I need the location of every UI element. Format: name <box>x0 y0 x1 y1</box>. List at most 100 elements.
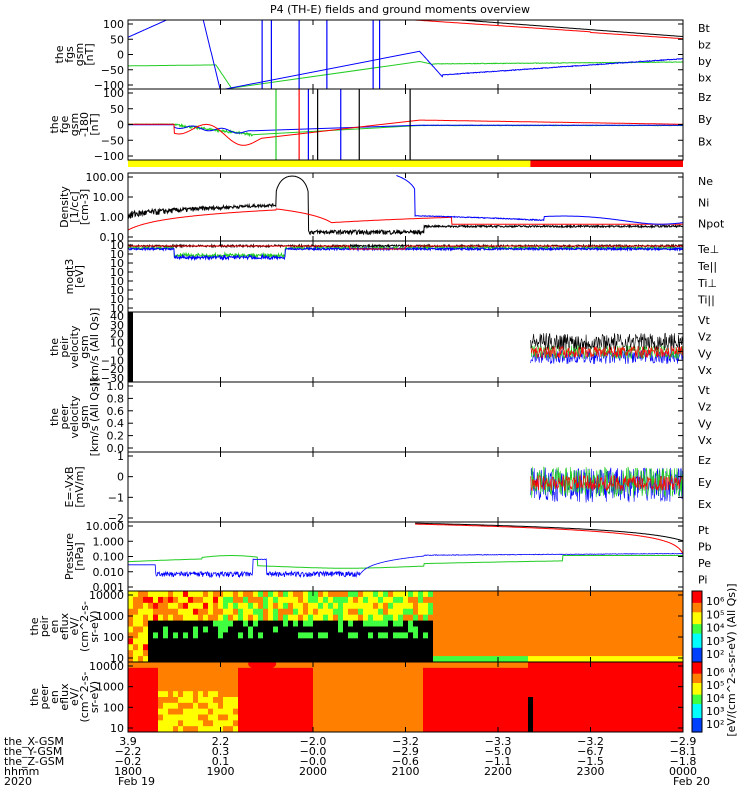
legend-entry: Pi <box>698 573 707 586</box>
legend-entry: Ne <box>698 175 713 188</box>
y-axis-label: [eV] <box>73 265 86 288</box>
x-tick-label: 2000 <box>299 765 327 778</box>
y-axis-label: sr-eV) <box>88 681 101 713</box>
y-axis-label: [km/s (All Qs)] <box>88 378 101 457</box>
y-axis-label: -180 <box>78 112 91 137</box>
y-axis-label: [mV/m] <box>73 466 86 507</box>
legend-entry: Npot <box>698 218 725 231</box>
peer-energy-spectrogram <box>128 662 683 732</box>
colorbar-tick-label: 10⁵ <box>706 608 724 621</box>
y-tick-label: 0.10 <box>100 231 125 244</box>
y-axis-label: peir <box>38 615 51 637</box>
y-tick-label: −50 <box>101 134 124 147</box>
x-axis-row-label: the_X-GSM <box>4 735 64 748</box>
spectrogram-feature <box>248 662 277 670</box>
y-tick-label: −1 <box>108 491 124 504</box>
y-tick-label: 10 <box>110 284 124 297</box>
series-bz <box>128 119 683 146</box>
y-axis-label: sr-eV) <box>88 610 101 642</box>
y-axis-label: the <box>48 115 61 133</box>
x-tick-label: −2.0 <box>300 735 327 748</box>
y-axis-label: moqt3 <box>63 259 76 295</box>
y-axis-label: peir <box>58 336 71 358</box>
colorbar-tick-label: 10³ <box>706 705 724 718</box>
x-axis-date: Feb 20 <box>673 775 710 788</box>
y-tick-label: 0.4 <box>107 417 125 430</box>
y-tick-label: 1.00 <box>100 211 125 224</box>
legend-entry: Te⊥ <box>697 243 719 256</box>
series-vt <box>530 332 683 352</box>
y-axis-label: the <box>48 338 61 356</box>
legend-entry: Vt <box>698 384 711 397</box>
x-tick-label: −2.9 <box>670 735 697 748</box>
y-tick-label: 0.100 <box>93 551 125 564</box>
x-tick-label: 0000 <box>669 765 697 778</box>
legend-entry: Bx <box>698 135 713 148</box>
series-pi <box>128 552 683 579</box>
y-axis-label: E=-VxB <box>63 466 76 507</box>
x-tick-label: −3.2 <box>577 735 604 748</box>
y-axis-label: gsm <box>78 405 91 428</box>
y-axis-label: the <box>48 408 61 426</box>
legend-entry: Vy <box>698 347 712 360</box>
y-tick-label: 0.001 <box>93 581 125 594</box>
y-tick-label: 0.0 <box>107 442 125 455</box>
x-tick-label: −2.9 <box>392 745 419 758</box>
x-tick-label: −6.7 <box>577 745 604 758</box>
y-tick-label: 0 <box>117 49 124 62</box>
series-bx <box>128 124 683 134</box>
y-tick-label: 10 <box>110 275 124 288</box>
y-axis-label: eflux <box>58 612 71 640</box>
y-axis-label: gsm <box>68 113 81 136</box>
colorbar-tick-label: 10² <box>706 648 724 661</box>
legend-entry: bz <box>698 38 711 51</box>
mode-bar-segment <box>530 160 683 167</box>
colorbar-tick-label: 10⁵ <box>706 679 724 692</box>
x-tick-label: 2.2 <box>212 735 230 748</box>
legend-entry: Te|| <box>697 260 717 273</box>
series-vz <box>530 345 683 359</box>
y-tick-label: 10 <box>110 722 124 735</box>
x-tick-label: −3.3 <box>485 735 512 748</box>
colorbar-label: [eV/(cm^2-s-sr-eV) (All Qs)] <box>725 583 738 736</box>
y-tick-label: 0.6 <box>107 405 125 418</box>
y-tick-label: −10 <box>101 354 124 367</box>
legend-entry: by <box>698 55 712 68</box>
y-axis-label: peer <box>38 684 51 710</box>
series-pe <box>128 555 683 569</box>
y-axis-label: [nPa] <box>73 542 86 570</box>
colorbar <box>691 590 703 663</box>
y-tick-label: −30 <box>101 372 124 385</box>
panel-frame-peer_v <box>127 381 684 453</box>
series-bz <box>415 20 683 40</box>
y-tick-label: 10 <box>110 257 124 270</box>
panel-frame-fge <box>127 88 684 161</box>
y-tick-label: 50 <box>110 33 124 46</box>
y-tick-label: 0.2 <box>107 430 125 443</box>
y-tick-label: 10 <box>110 652 124 665</box>
colorbar-tick-label: 10⁶ <box>706 666 725 679</box>
y-axis-label: fgs <box>63 46 76 63</box>
y-axis-label: Density <box>58 186 71 228</box>
y-tick-label: 10.00 <box>93 191 125 204</box>
series-bx <box>128 20 683 89</box>
legend-entry: bx <box>698 71 712 84</box>
colorbar-tick-label: 10³ <box>706 635 724 648</box>
y-tick-label: 10 <box>110 293 124 306</box>
y-tick-label: 10 <box>110 266 124 279</box>
y-axis-label: [nT] <box>88 113 101 135</box>
x-tick-label: −0.2 <box>115 755 142 768</box>
y-tick-label: 1000 <box>96 610 124 623</box>
y-tick-label: 1.000 <box>93 535 125 548</box>
y-axis-label: velocity <box>68 325 81 368</box>
x-tick-label: −1.8 <box>670 755 697 768</box>
x-axis-row-label: hhmm <box>4 765 39 778</box>
y-axis-label: the <box>28 688 41 706</box>
legend-entry: Ex <box>698 498 712 511</box>
y-axis-label: eV/ <box>68 688 81 706</box>
series-ey <box>530 466 683 498</box>
x-tick-label: −0.0 <box>300 745 327 758</box>
x-tick-label: −0.0 <box>300 755 327 768</box>
y-tick-label: 50 <box>110 103 124 116</box>
